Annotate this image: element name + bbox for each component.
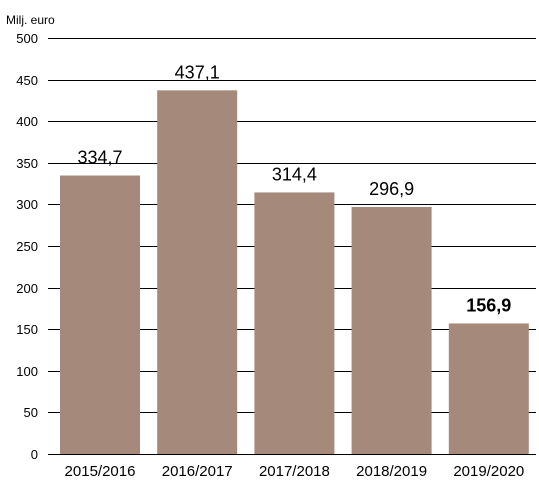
y-tick-label: 200: [16, 281, 38, 296]
x-tick-label: 2016/2017: [162, 463, 233, 480]
y-tick-label: 100: [16, 364, 38, 379]
y-tick-label: 0: [31, 447, 38, 462]
data-label: 156,9: [466, 295, 511, 315]
y-tick-label: 150: [16, 322, 38, 337]
y-tick-label: 400: [16, 114, 38, 129]
bar-2015/2016: [60, 175, 140, 454]
data-labels: 334,7 437,1 314,4 296,9 156,9: [77, 62, 511, 315]
y-tick-labels: 0 50 100 150 200 250 300 350 400 450 500: [16, 31, 38, 462]
y-axis-unit-label: Milj. euro: [6, 13, 55, 27]
y-tick-label: 500: [16, 31, 38, 46]
data-label: 437,1: [175, 62, 220, 82]
y-tick-label: 50: [24, 405, 38, 420]
x-tick-label: 2019/2020: [453, 463, 524, 480]
data-label: 314,4: [272, 164, 317, 184]
bar-2018/2019: [351, 206, 432, 454]
x-tick-label: 2015/2016: [65, 463, 136, 480]
y-tick-label: 250: [16, 239, 38, 254]
data-label: 334,7: [77, 148, 122, 168]
y-tick-label: 300: [16, 197, 38, 212]
data-label: 296,9: [369, 179, 414, 199]
x-tick-label: 2017/2018: [259, 463, 330, 480]
bar-2017/2018: [254, 192, 335, 455]
y-tick-label: 350: [16, 156, 38, 171]
bar-2016/2017: [157, 90, 238, 455]
bars: [60, 90, 529, 455]
bar-2019/2020: [448, 323, 529, 454]
x-tick-labels: 2015/2016 2016/2017 2017/2018 2018/2019 2019…: [65, 463, 525, 480]
x-tick-label: 2018/2019: [356, 463, 427, 480]
y-tick-label: 450: [16, 73, 38, 88]
